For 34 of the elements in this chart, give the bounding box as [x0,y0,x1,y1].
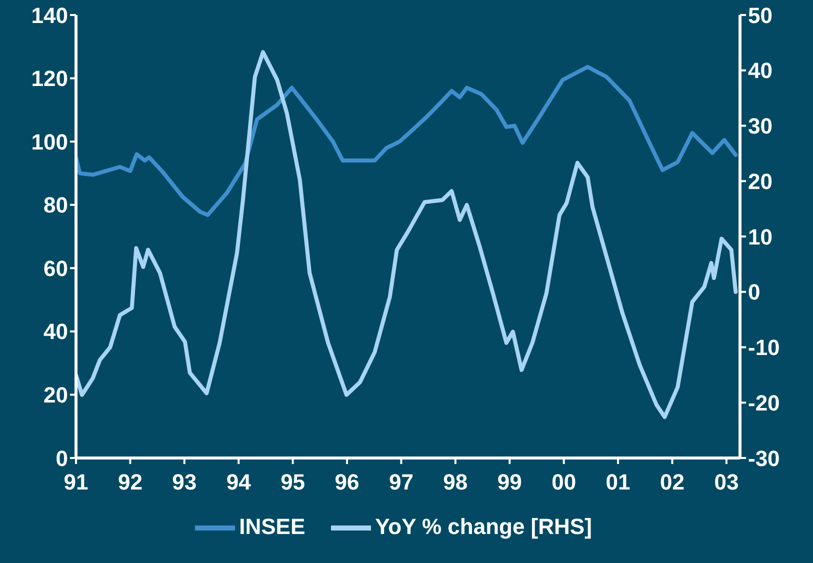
x-tick-label: 96 [334,470,360,495]
y-tick-label: 140 [31,2,68,28]
legend-label: YoY % change [RHS] [375,514,592,539]
x-tick-label: 98 [443,470,468,495]
x-tick-label: 02 [660,470,684,495]
y-tick-label: 0 [56,446,68,471]
y2-tick-label: 50 [748,2,772,28]
legend-label: INSEE [239,514,306,539]
y-tick-label: 120 [31,66,68,92]
y-tick-label: 60 [44,256,68,281]
y2-tick-label: 0 [748,280,760,305]
x-tick-label: 94 [226,470,252,495]
x-tick-label: 99 [497,470,522,495]
x-tick-label: 91 [64,470,88,495]
y2-tick-label: -20 [748,390,780,416]
y2-tick-label: -10 [748,335,780,360]
y-tick-label: 100 [31,129,68,154]
x-tick-label: 92 [118,470,142,495]
y-tick-label: 80 [44,192,68,218]
y2-tick-label: 30 [748,114,772,139]
y-tick-label: 40 [44,319,68,344]
line-series [76,64,738,217]
x-tick-label: 03 [714,470,739,495]
y2-tick-label: 10 [748,224,772,250]
y-tick-label: 20 [44,382,68,408]
x-tick-label: 97 [388,470,414,495]
x-tick-label: 01 [606,470,630,495]
y2-tick-label: 20 [748,168,772,194]
x-tick-label: 00 [552,470,576,495]
y2-tick-label: 40 [748,58,772,84]
x-tick-label: 93 [172,470,197,495]
y2-tick-label: -30 [748,446,780,471]
line-series [76,50,738,420]
x-tick-label: 95 [280,470,306,495]
